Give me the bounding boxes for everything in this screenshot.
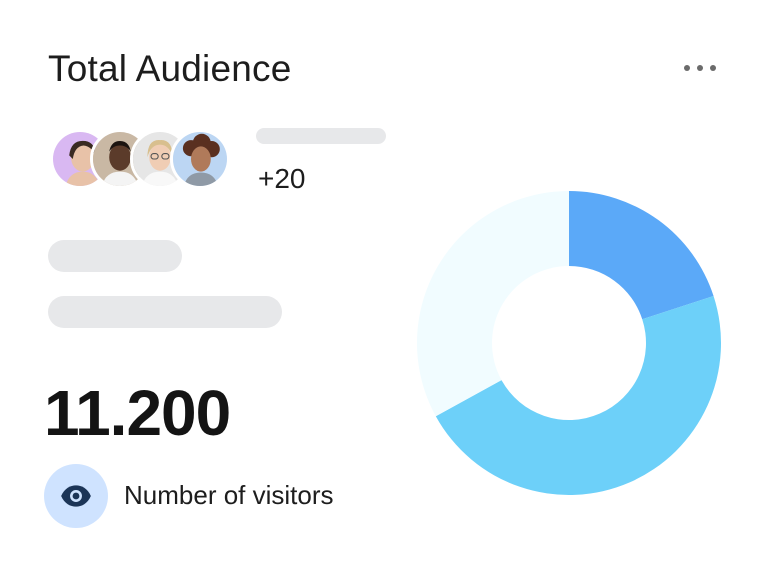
skeleton-line: [48, 296, 282, 328]
donut-segment-3[interactable]: [416, 190, 569, 417]
skeleton-line: [256, 128, 386, 144]
more-options-button[interactable]: [680, 58, 720, 78]
metric-label: Number of visitors: [124, 480, 334, 510]
metric-icon-badge: [44, 464, 108, 528]
extra-avatar-count[interactable]: +20: [258, 163, 306, 194]
eye-icon: [61, 485, 91, 507]
donut-segment-1[interactable]: [569, 191, 714, 320]
audience-donut-chart: [416, 190, 721, 495]
more-horizontal-icon: [684, 65, 690, 71]
avatar-woman-3[interactable]: [170, 129, 230, 189]
more-horizontal-icon-dot: [710, 65, 716, 71]
donut-segment-2[interactable]: [435, 296, 721, 495]
skeleton-line: [48, 240, 182, 272]
visitor-count: 11.200: [44, 377, 231, 449]
card-title: Total Audience: [48, 48, 292, 89]
more-horizontal-icon-dot: [697, 65, 703, 71]
